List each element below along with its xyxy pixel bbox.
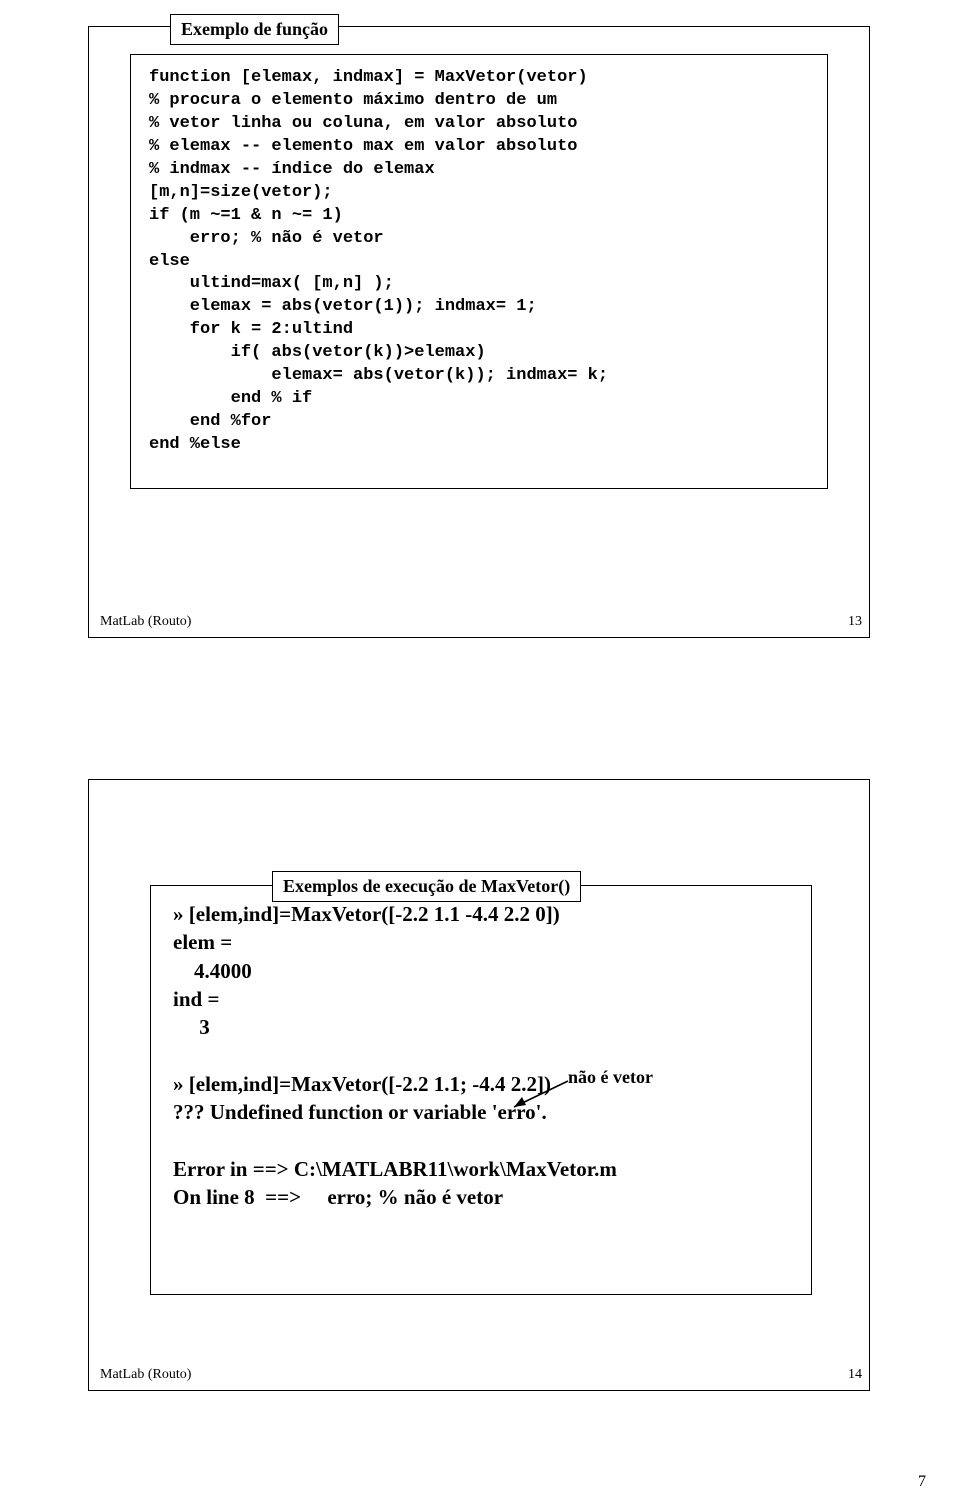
- slide-1-footer-right: 13: [848, 614, 862, 630]
- slide-2-exec-box: » [elem,ind]=MaxVetor([-2.2 1.1 -4.4 2.2…: [150, 885, 812, 1295]
- slide-1-title-box: Exemplo de função: [170, 14, 339, 45]
- slide-2-footer-right: 14: [848, 1367, 862, 1383]
- slide-2-annotation: não é vetor: [568, 1067, 653, 1088]
- slide-1-code: function [elemax, indmax] = MaxVetor(vet…: [149, 68, 608, 454]
- doc-page-number: 7: [918, 1473, 926, 1491]
- slide-1-code-box: function [elemax, indmax] = MaxVetor(vet…: [130, 54, 828, 489]
- slide-1-title: Exemplo de função: [181, 19, 328, 39]
- slide-1: Exemplo de função function [elemax, indm…: [0, 0, 960, 753]
- arrow-icon: [500, 1075, 580, 1115]
- slide-2-exec: » [elem,ind]=MaxVetor([-2.2 1.1 -4.4 2.2…: [173, 902, 617, 1209]
- slide-2: » [elem,ind]=MaxVetor([-2.2 1.1 -4.4 2.2…: [0, 753, 960, 1506]
- slide-1-footer-left: MatLab (Routo): [100, 614, 191, 630]
- slide-2-title-box: Exemplos de execução de MaxVetor(): [272, 871, 581, 902]
- slide-2-footer-left: MatLab (Routo): [100, 1367, 191, 1383]
- slide-2-title: Exemplos de execução de MaxVetor(): [283, 876, 570, 896]
